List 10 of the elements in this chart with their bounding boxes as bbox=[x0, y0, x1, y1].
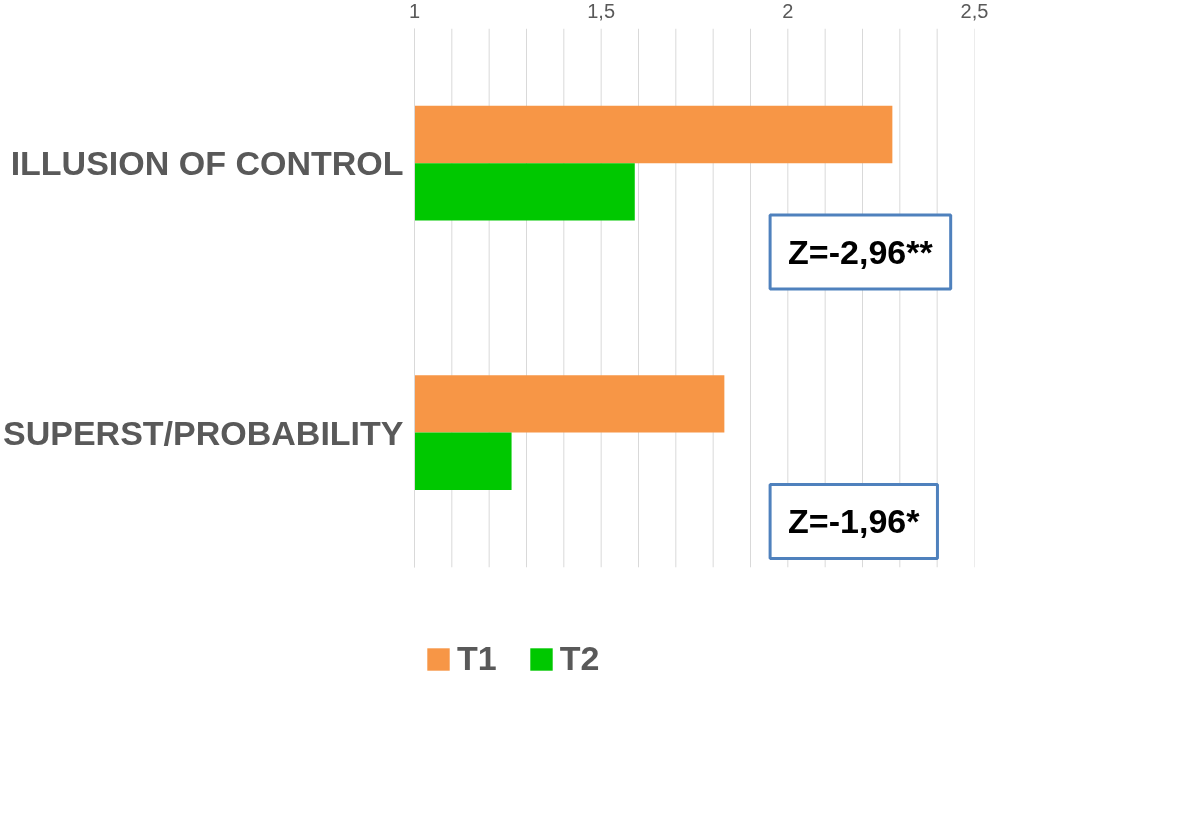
y-tick-label: ILLUSION OF CONTROL bbox=[10, 144, 404, 183]
x-tick-label: 2,5 bbox=[960, 0, 989, 22]
x-tick-label: 2 bbox=[782, 0, 794, 22]
x-tick-label: 1 bbox=[408, 0, 421, 22]
annotation: Z=-2,96** bbox=[788, 233, 934, 272]
legend-label: T2 bbox=[559, 639, 600, 678]
y-tick-label: SUPERST/PROBABILITY bbox=[3, 413, 404, 452]
legend-label: T1 bbox=[457, 639, 497, 678]
x-tick-label: 1,5 bbox=[587, 0, 616, 22]
annotation: Z=-1,96* bbox=[788, 502, 921, 541]
